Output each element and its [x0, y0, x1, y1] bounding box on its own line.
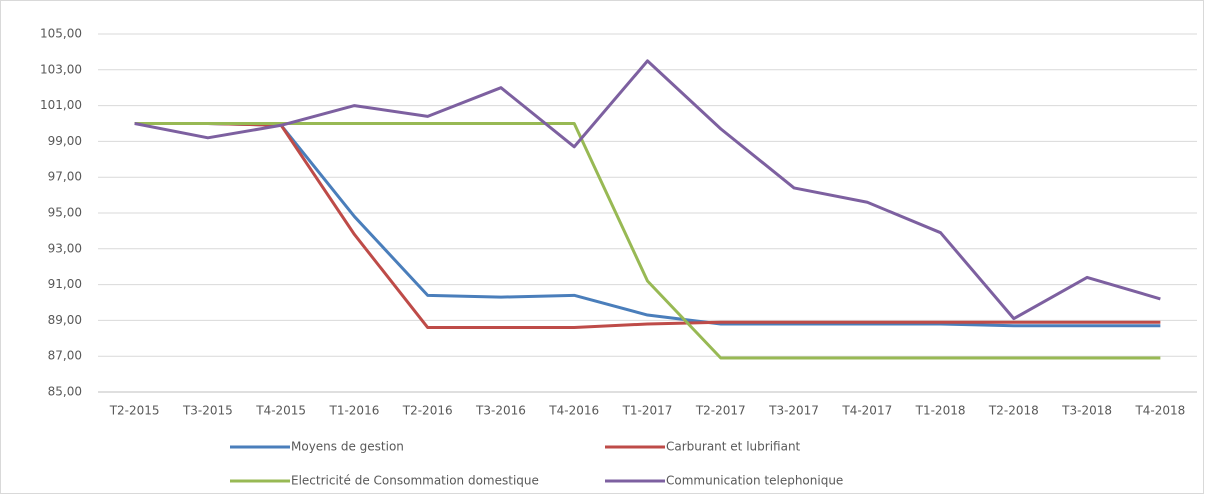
y-tick-label: 89,00 [48, 313, 82, 327]
legend-label: Electricité de Consommation domestique [291, 474, 539, 488]
x-tick-label: T3-2018 [1061, 404, 1112, 418]
x-tick-label: T1-2016 [329, 404, 380, 418]
y-tick-label: 97,00 [48, 170, 82, 184]
legend-label: Carburant et lubrifiant [666, 440, 801, 454]
x-tick-label: T4-2017 [841, 404, 892, 418]
x-tick-label: T2-2018 [988, 404, 1039, 418]
series-line [134, 122, 1161, 330]
x-tick-label: T1-2018 [915, 404, 966, 418]
x-tick-label: T2-2015 [109, 404, 160, 418]
y-tick-label: 99,00 [48, 134, 82, 148]
x-tick-label: T3-2017 [768, 404, 819, 418]
series-line [134, 122, 1161, 328]
x-tick-label: T4-2015 [255, 404, 306, 418]
y-tick-label: 95,00 [48, 206, 82, 220]
series-line [134, 122, 1161, 360]
x-tick-label: T2-2017 [695, 404, 746, 418]
y-tick-label: 101,00 [40, 98, 82, 112]
y-tick-label: 85,00 [48, 385, 82, 399]
series-line [134, 59, 1161, 321]
x-tick-label: T1-2017 [622, 404, 673, 418]
y-tick-label: 103,00 [40, 62, 82, 76]
x-tick-label: T3-2015 [182, 404, 233, 418]
x-tick-label: T2-2016 [402, 404, 453, 418]
x-tick-label: T4-2018 [1134, 404, 1185, 418]
y-tick-label: 93,00 [48, 241, 82, 255]
y-tick-label: 105,00 [40, 27, 82, 41]
legend-label: Moyens de gestion [291, 440, 404, 454]
x-tick-label: T4-2016 [548, 404, 599, 418]
x-tick-label: T3-2016 [475, 404, 526, 418]
y-tick-label: 91,00 [48, 277, 82, 291]
legend-label: Communication telephonique [666, 474, 843, 488]
y-tick-label: 87,00 [48, 349, 82, 363]
